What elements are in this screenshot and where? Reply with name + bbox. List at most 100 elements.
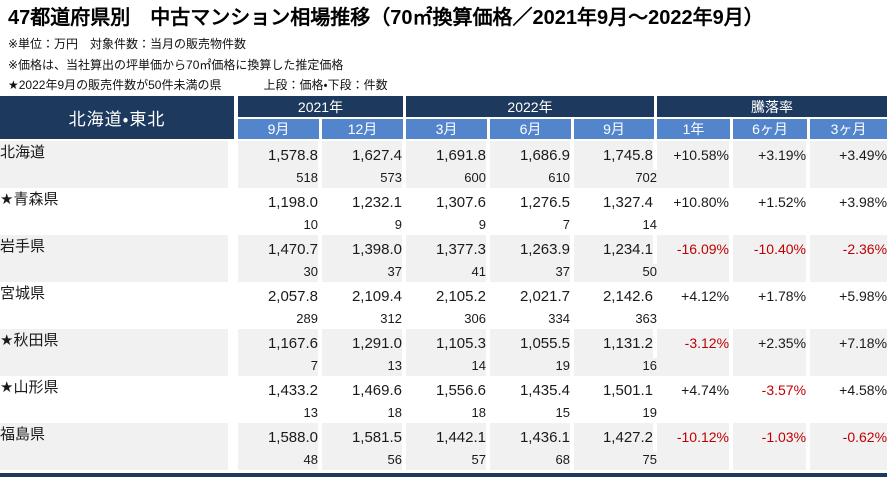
- count-cell: 16: [574, 358, 658, 376]
- table-row-prices: 北海道 1,578.8 1,627.4 1,691.8 1,686.9 1,745.8 +1…: [0, 141, 887, 188]
- price-cell: 2,105.2: [406, 282, 490, 311]
- count-cell: 610: [490, 170, 574, 188]
- table-row-counts: 289 312 306 334 363: [0, 311, 887, 329]
- price-cell: 2,057.8: [238, 282, 322, 311]
- rate-period-header: 1年: [657, 119, 734, 141]
- price-cell: 1,398.0: [322, 235, 406, 264]
- count-cell: 14: [574, 217, 658, 235]
- count-cell: 334: [490, 311, 574, 329]
- count-cell: 41: [406, 264, 490, 282]
- table-body: 北海道 1,578.8 1,627.4 1,691.8 1,686.9 1,745.8 +1…: [0, 141, 887, 470]
- note-price-method: ※価格は、当社算出の坪単価から70㎡価格に換算した推定価格: [8, 58, 344, 72]
- prefecture-name: 宮城県: [0, 282, 238, 329]
- price-cell: 1,427.2: [574, 423, 658, 452]
- region-header: 北海道・東北: [0, 96, 238, 141]
- prefecture-name: ★秋田県: [0, 329, 238, 376]
- price-cell: 1,377.3: [406, 235, 490, 264]
- count-cell: 19: [490, 358, 574, 376]
- rate-cell: +3.49%: [810, 141, 887, 188]
- price-cell: 1,691.8: [406, 141, 490, 170]
- price-cell: 1,232.1: [322, 188, 406, 217]
- count-cell: 13: [238, 405, 322, 423]
- prefecture-name: 岩手県: [0, 235, 238, 282]
- note-star-legend: ★2022年9月の販売件数が50件未満の県 上段：価格・下段：件数: [8, 79, 879, 92]
- price-cell: 1,276.5: [490, 188, 574, 217]
- rate-cell: -0.62%: [810, 423, 887, 470]
- rate-period-header: 6ヶ月: [733, 119, 811, 141]
- rate-cell: +4.58%: [810, 376, 887, 423]
- count-cell: 75: [574, 452, 658, 470]
- table-row-counts: 7 13 14 19 16: [0, 358, 887, 376]
- count-cell: 9: [322, 217, 406, 235]
- table-row-prices: 福島県 1,588.0 1,581.5 1,442.1 1,436.1 1,427.2 -1…: [0, 423, 887, 470]
- page-title: 47都道府県別 中古マンション相場推移（70㎡換算価格／2021年9月～2022…: [8, 7, 764, 29]
- prefecture-name: 福島県: [0, 423, 238, 470]
- rate-cell: +10.80%: [657, 188, 734, 235]
- table-row-counts: 518 573 600 610 702: [0, 170, 887, 188]
- table-row-counts: 48 56 57 68 75: [0, 452, 887, 470]
- prefecture-name: 北海道: [0, 141, 238, 188]
- prefecture-name: ★山形県: [0, 376, 238, 423]
- table-row-counts: 10 9 9 7 14: [0, 217, 887, 235]
- price-cell: 1,745.8: [574, 141, 658, 170]
- count-cell: 30: [238, 264, 322, 282]
- price-cell: 2,021.7: [490, 282, 574, 311]
- count-cell: 68: [490, 452, 574, 470]
- table-row-prices: ★青森県 1,198.0 1,232.1 1,307.6 1,276.5 1,327.4 +…: [0, 188, 887, 235]
- table-row-counts: 30 37 41 37 50: [0, 264, 887, 282]
- price-cell: 1,501.1: [574, 376, 658, 405]
- price-cell: 1,433.2: [238, 376, 322, 405]
- rate-cell: -16.09%: [657, 235, 734, 282]
- price-cell: 1,263.9: [490, 235, 574, 264]
- note-unit: ※単位：万円 対象件数：当月の販売物件数: [8, 37, 247, 51]
- year-group-2021: 2021年: [238, 96, 406, 119]
- count-cell: 289: [238, 311, 322, 329]
- count-cell: 312: [322, 311, 406, 329]
- month-header: 6月: [490, 119, 574, 141]
- count-cell: 573: [322, 170, 406, 188]
- header-row-years: 北海道・東北 2021年 2022年 騰落率: [0, 96, 887, 141]
- year-group-2022: 2022年: [406, 96, 658, 119]
- price-cell: 1,131.2: [574, 329, 658, 358]
- rate-period-header: 3ヶ月: [810, 119, 887, 141]
- rate-cell: -3.12%: [657, 329, 734, 376]
- count-cell: 18: [406, 405, 490, 423]
- rate-cell: -2.36%: [810, 235, 887, 282]
- price-cell: 1,198.0: [238, 188, 322, 217]
- rate-cell: +5.98%: [810, 282, 887, 329]
- table-row-prices: ★山形県 1,433.2 1,469.6 1,556.6 1,435.4 1,501.1 +…: [0, 376, 887, 423]
- count-cell: 37: [322, 264, 406, 282]
- rate-cell: -3.57%: [733, 376, 811, 423]
- rate-cell: +3.98%: [810, 188, 887, 235]
- count-cell: 10: [238, 217, 322, 235]
- count-cell: 363: [574, 311, 658, 329]
- count-cell: 37: [490, 264, 574, 282]
- count-cell: 48: [238, 452, 322, 470]
- price-cell: 1,442.1: [406, 423, 490, 452]
- count-cell: 50: [574, 264, 658, 282]
- price-cell: 2,142.6: [574, 282, 658, 311]
- month-header: 3月: [406, 119, 490, 141]
- price-cell: 1,327.4: [574, 188, 658, 217]
- count-cell: 600: [406, 170, 490, 188]
- count-cell: 702: [574, 170, 658, 188]
- rate-cell: +4.74%: [657, 376, 734, 423]
- price-cell: 1,581.5: [322, 423, 406, 452]
- month-header: 9月: [574, 119, 658, 141]
- header-row-months: 9月 12月 3月 6月 9月 1年 6ヶ月 3ヶ月: [0, 119, 887, 141]
- rate-cell: +7.18%: [810, 329, 887, 376]
- table-header: 北海道・東北 2021年 2022年 騰落率 9月 12月 3月 6月 9月 1…: [0, 96, 887, 141]
- note-star: ★2022年9月の販売件数が50件未満の県: [8, 78, 222, 92]
- table-row-prices: 岩手県 1,470.7 1,398.0 1,377.3 1,263.9 1,234.1 -1…: [0, 235, 887, 282]
- price-cell: 1,436.1: [490, 423, 574, 452]
- report-header: 47都道府県別 中古マンション相場推移（70㎡換算価格／2021年9月～2022…: [0, 0, 887, 92]
- table-row-prices: ★秋田県 1,167.6 1,291.0 1,105.3 1,055.5 1,131.2-…: [0, 329, 887, 376]
- count-cell: 7: [238, 358, 322, 376]
- count-cell: 56: [322, 452, 406, 470]
- price-cell: 1,167.6: [238, 329, 322, 358]
- month-header: 9月: [238, 119, 322, 141]
- price-cell: 1,234.1: [574, 235, 658, 264]
- rate-cell: -1.03%: [733, 423, 811, 470]
- count-cell: 18: [322, 405, 406, 423]
